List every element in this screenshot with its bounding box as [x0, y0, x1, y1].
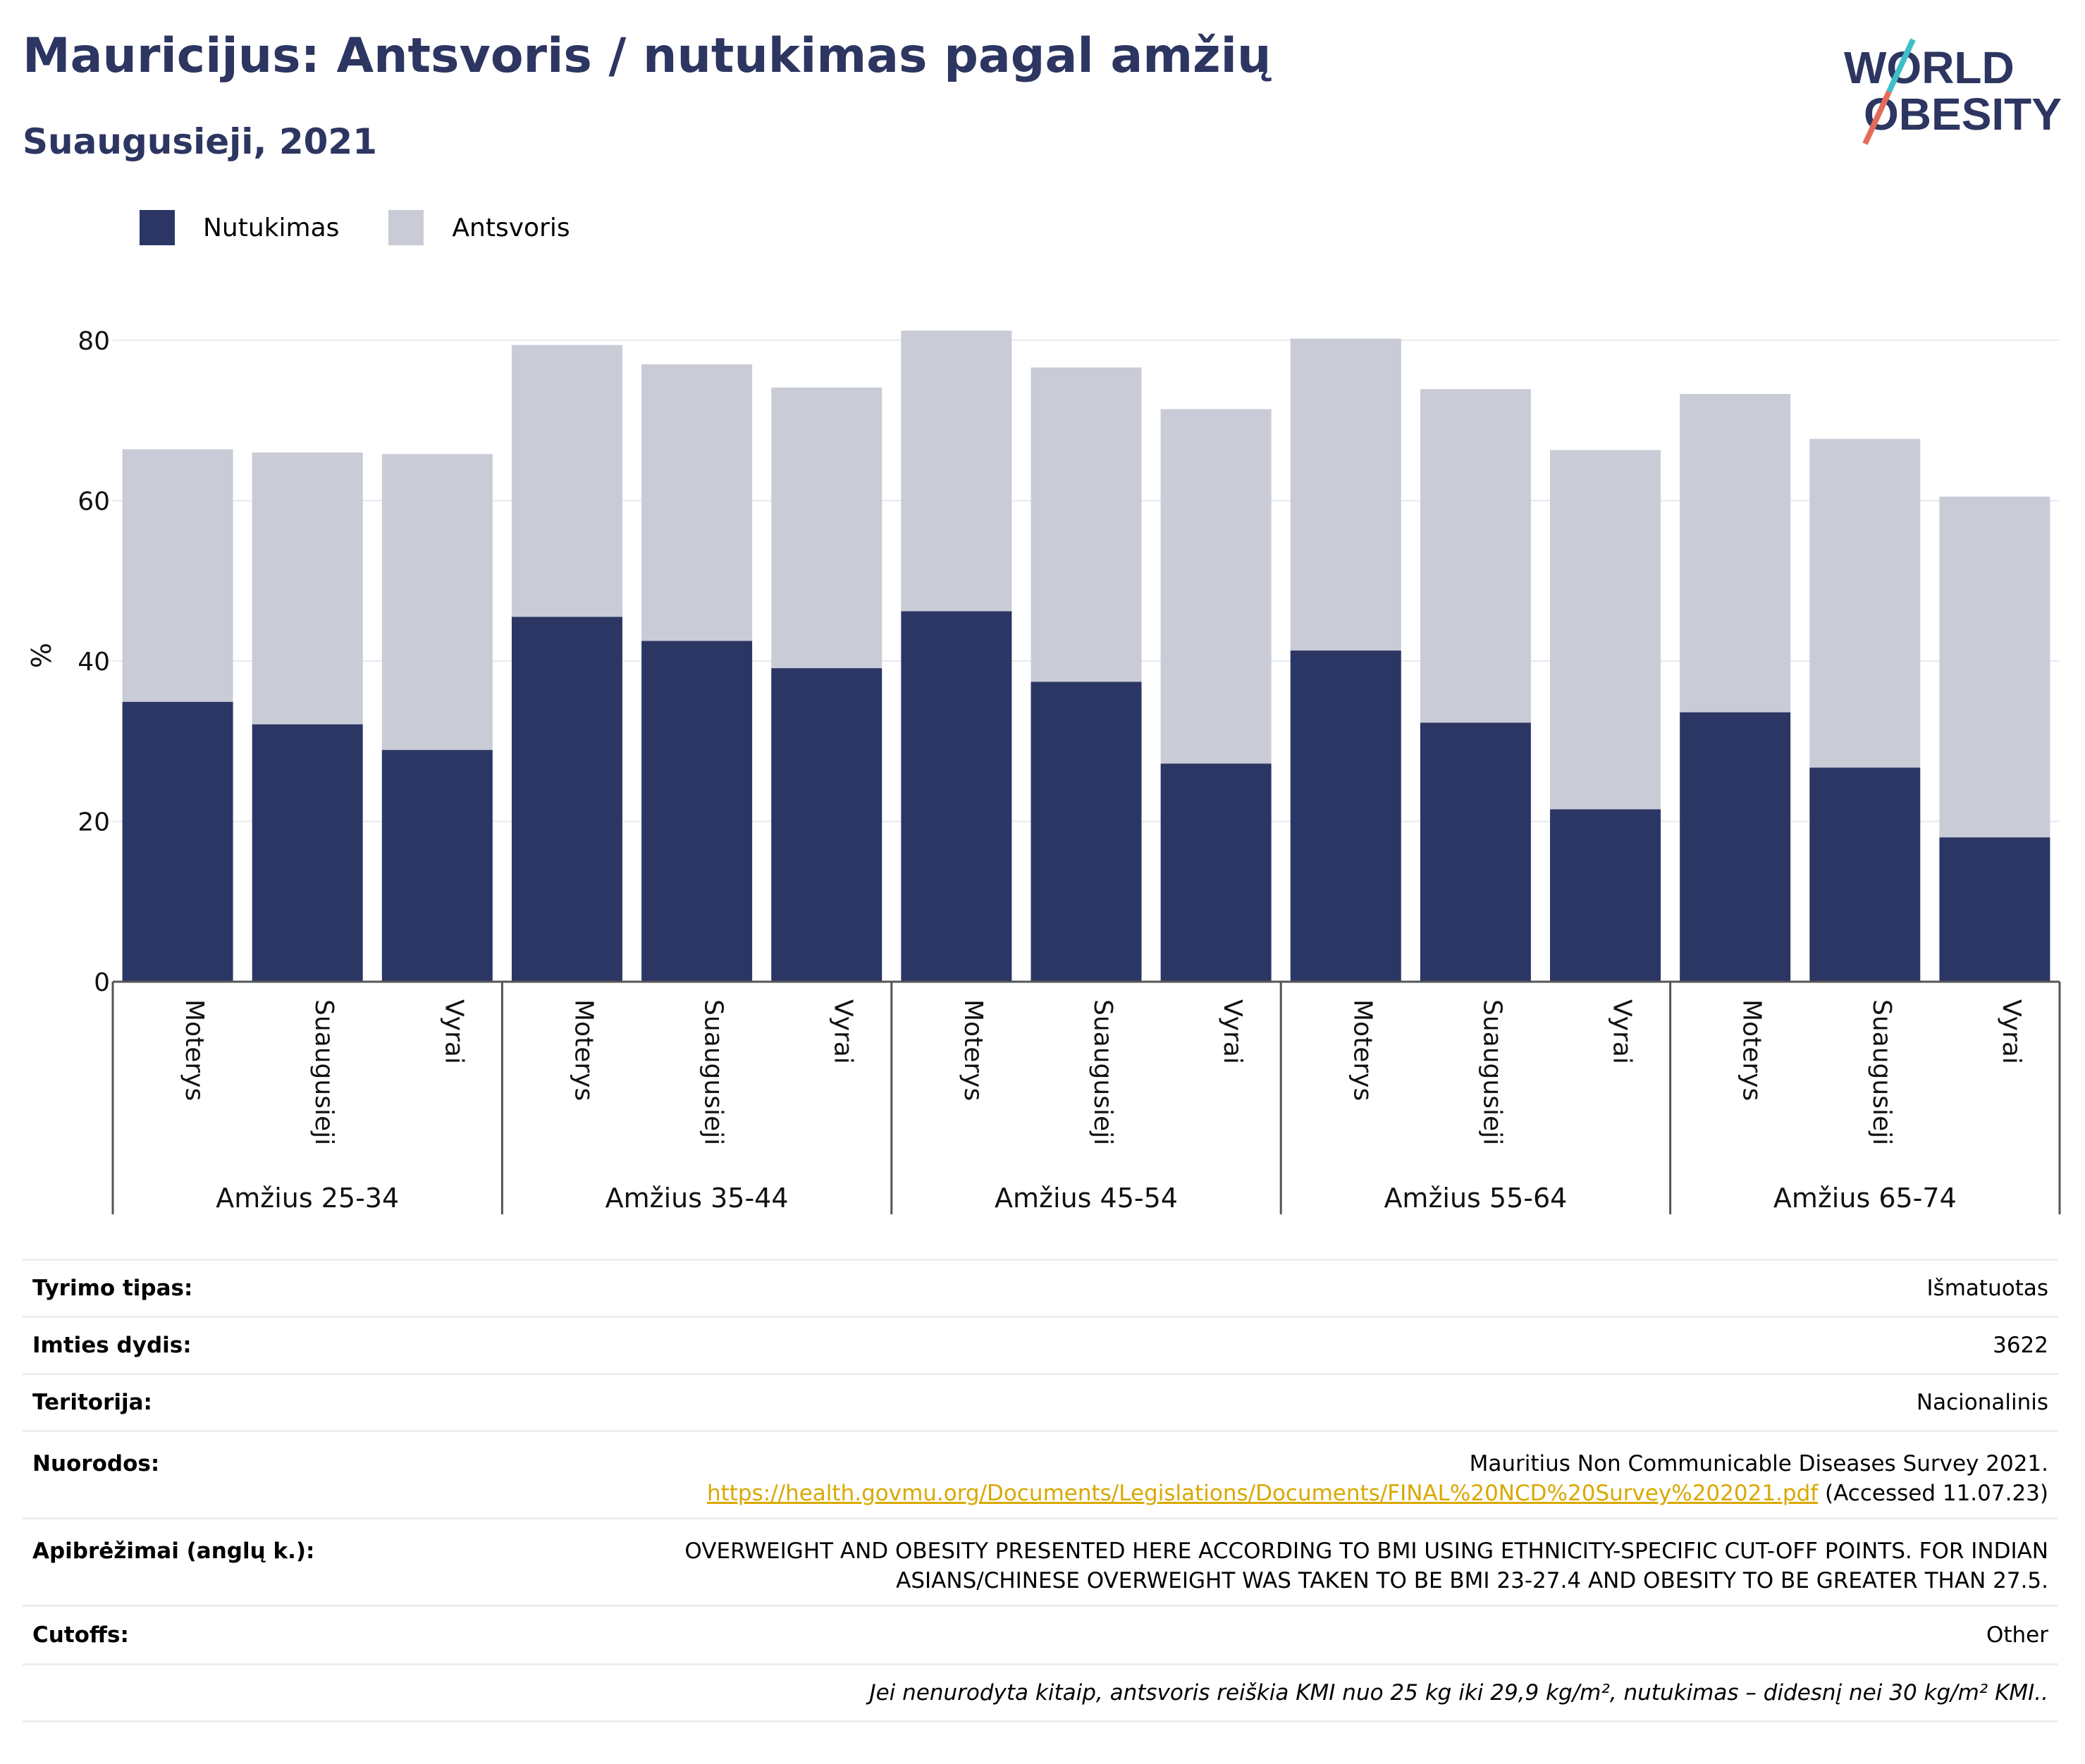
bar-overweight	[901, 331, 1012, 612]
meta-value: Nacionalinis	[1916, 1390, 2048, 1415]
reference-accessed: (Accessed 11.07.23)	[1818, 1481, 2048, 1506]
footnote: Jei nenurodyta kitaip, antsvoris reiškia…	[869, 1680, 2048, 1706]
bar-obesity	[1680, 712, 1791, 982]
bar-obesity	[122, 701, 233, 982]
x-tick-label: Moterys	[180, 999, 209, 1101]
bar-obesity	[1939, 837, 2050, 982]
bar-overweight	[381, 454, 493, 751]
bar-obesity	[771, 668, 882, 982]
bar-overweight	[1680, 393, 1791, 713]
bar-obesity	[641, 641, 753, 982]
bar-overweight	[1809, 438, 1921, 768]
meta-value: Mauritius Non Communicable Diseases Surv…	[707, 1449, 2048, 1517]
x-tick-label: Moterys	[1738, 999, 1766, 1101]
reference-title: Mauritius Non Communicable Diseases Surv…	[1469, 1451, 2048, 1476]
bar-overweight	[1420, 389, 1531, 723]
world-obesity-logo: WORLD OBESITY	[1844, 38, 2062, 145]
reference-link[interactable]: https://health.govmu.org/Documents/Legis…	[706, 1481, 1819, 1506]
bar-overweight	[1550, 450, 1661, 810]
bar-overweight	[771, 387, 882, 669]
logo-line1: WORLD	[1844, 42, 2015, 93]
bar-obesity	[252, 724, 363, 982]
meta-value: Other	[1986, 1622, 2048, 1648]
bar-overweight	[1031, 367, 1142, 682]
legend-item-obesity: Nutukimas	[140, 210, 339, 245]
stacked-bar-chart: 0 20 40 60 80% Moterys Suaugusieji Vyrai Moterys…	[26, 327, 2061, 1214]
legend-swatch-overweight	[388, 210, 424, 245]
bar-obesity	[1550, 809, 1661, 982]
definition-line2: ASIANS/CHINESE OVERWEIGHT WAS TAKEN TO B…	[896, 1568, 2048, 1593]
bar-overweight	[1290, 338, 1401, 651]
x-tick-label: Suaugusieji	[1867, 999, 1896, 1145]
y-axis-title: %	[26, 643, 57, 668]
group-label: Amžius 25-34	[216, 1183, 399, 1214]
meta-label: Tyrimo tipas:	[32, 1276, 193, 1301]
bar-overweight	[511, 345, 622, 617]
x-tick-label: Vyrai	[1218, 999, 1247, 1064]
chart-subtitle: Suaugusieji, 2021	[23, 121, 377, 162]
bar-obesity	[901, 611, 1012, 982]
bar-overweight	[1160, 409, 1272, 764]
legend: Nutukimas Antsvoris	[140, 210, 620, 245]
bar-obesity	[1160, 763, 1272, 982]
x-tick-label: Suaugusieji	[1088, 999, 1117, 1145]
group-label: Amžius 55-64	[1384, 1183, 1567, 1214]
meta-value: 3622	[1993, 1333, 2048, 1358]
metadata-table: Tyrimo tipas: Išmatuotas Imties dydis: 3…	[23, 1259, 2058, 1722]
y-tick-label: 80	[78, 327, 110, 356]
meta-value: Išmatuotas	[1926, 1276, 2048, 1301]
x-tick-label: Suaugusieji	[699, 999, 728, 1145]
bar-overweight	[1939, 496, 2050, 838]
x-tick-label: Suaugusieji	[309, 999, 338, 1145]
logo-line2: OBESITY	[1864, 89, 2062, 140]
group-label: Amžius 65-74	[1773, 1183, 1957, 1214]
bar-obesity	[381, 750, 493, 982]
y-tick-label: 40	[78, 648, 110, 677]
meta-label: Teritorija:	[32, 1390, 152, 1415]
x-tick-label: Vyrai	[1997, 999, 2026, 1064]
bar-obesity	[1031, 681, 1142, 982]
definition-line1: OVERWEIGHT AND OBESITY PRESENTED HERE AC…	[684, 1538, 2048, 1564]
x-tick-label: Vyrai	[829, 999, 858, 1064]
x-tick-label: Moterys	[959, 999, 988, 1101]
x-tick-label: Vyrai	[1608, 999, 1637, 1064]
chart-title: Mauricijus: Antsvoris / nutukimas pagal …	[23, 28, 1272, 84]
bar-obesity	[1420, 722, 1531, 982]
bar-obesity	[1290, 650, 1401, 982]
bar-overweight	[122, 449, 233, 702]
legend-label-obesity: Nutukimas	[203, 213, 340, 242]
logo-slash-red	[1862, 90, 1892, 145]
meta-value: OVERWEIGHT AND OBESITY PRESENTED HERE AC…	[684, 1536, 2048, 1605]
meta-row-sample-size: Imties dydis: 3622	[23, 1316, 2058, 1373]
group-label: Amžius 45-54	[995, 1183, 1178, 1214]
meta-label: Nuorodos:	[32, 1451, 160, 1476]
bar-obesity	[1809, 767, 1921, 982]
meta-row-cutoffs: Cutoffs: Other	[23, 1605, 2058, 1663]
group-label: Amžius 35-44	[605, 1183, 789, 1214]
meta-row-survey-type: Tyrimo tipas: Išmatuotas	[23, 1259, 2058, 1316]
meta-label: Imties dydis:	[32, 1333, 192, 1358]
meta-label: Apibrėžimai (anglų k.):	[32, 1538, 315, 1564]
bar-overweight	[252, 452, 363, 724]
bar-obesity	[511, 617, 622, 982]
legend-item-overweight: Antsvoris	[388, 210, 570, 245]
x-tick-label: Moterys	[1348, 999, 1377, 1101]
meta-row-definitions: Apibrėžimai (anglų k.): OVERWEIGHT AND O…	[23, 1517, 2058, 1605]
y-tick-label: 60	[78, 487, 110, 516]
reference-link-line: https://health.govmu.org/Documents/Legis…	[707, 1479, 2048, 1508]
logo-slash-teal	[1886, 38, 1916, 93]
y-tick-label: 0	[94, 968, 110, 997]
y-tick-label: 20	[78, 808, 110, 837]
meta-row-territory: Teritorija: Nacionalinis	[23, 1373, 2058, 1430]
meta-row-references: Nuorodos: Mauritius Non Communicable Dis…	[23, 1430, 2058, 1517]
meta-label: Cutoffs:	[32, 1622, 129, 1648]
x-tick-label: Suaugusieji	[1477, 999, 1506, 1145]
x-tick-label: Vyrai	[439, 999, 468, 1064]
x-tick-label: Moterys	[569, 999, 598, 1101]
legend-swatch-obesity	[140, 210, 175, 245]
legend-label-overweight: Antsvoris	[452, 213, 570, 242]
meta-row-footnote: Jei nenurodyta kitaip, antsvoris reiškia…	[23, 1663, 2058, 1722]
bar-overweight	[641, 364, 753, 641]
